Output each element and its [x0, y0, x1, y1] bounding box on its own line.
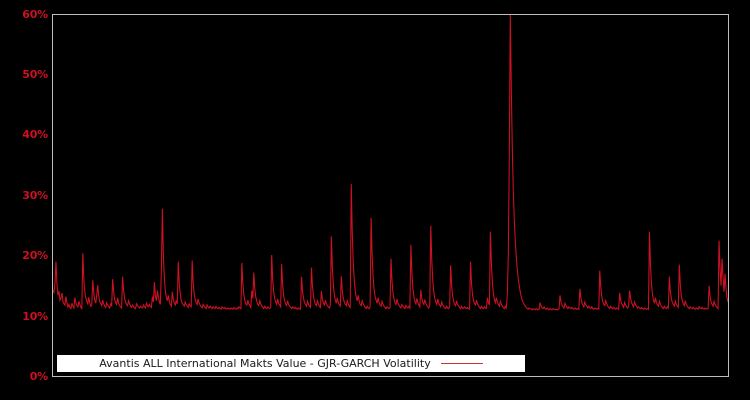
legend-line-swatch: [440, 363, 483, 364]
plot-area: [52, 14, 729, 377]
y-axis-tick-10: 10%: [22, 310, 48, 323]
volatility-line: [53, 15, 728, 311]
legend: Avantis ALL International Makts Value - …: [57, 355, 525, 372]
y-axis-tick-50: 50%: [22, 68, 48, 81]
y-axis-tick-20: 20%: [22, 249, 48, 262]
y-axis-tick-labels: 60% 50% 40% 30% 20% 10% 0%: [0, 0, 48, 400]
y-axis-tick-30: 30%: [22, 189, 48, 202]
y-axis-tick-60: 60%: [22, 8, 48, 21]
volatility-series-plot: [53, 15, 728, 311]
y-axis-tick-40: 40%: [22, 128, 48, 141]
y-axis-tick-0: 0%: [29, 370, 48, 383]
legend-label: Avantis ALL International Makts Value - …: [99, 357, 431, 370]
